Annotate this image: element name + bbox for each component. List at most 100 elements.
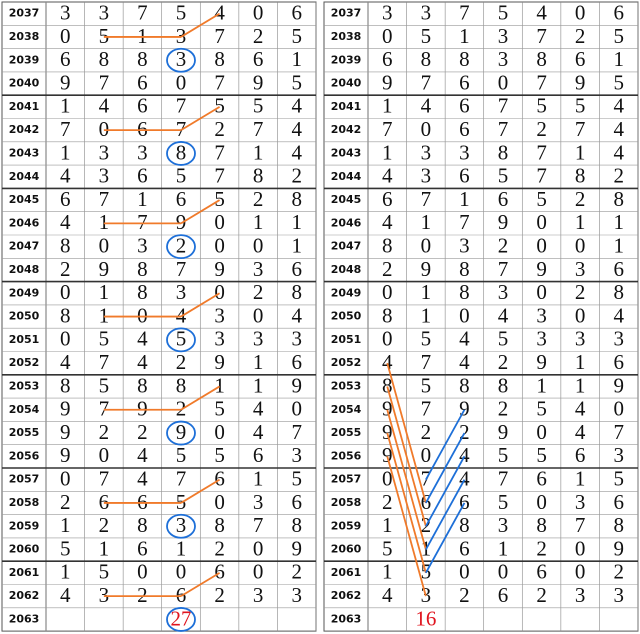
digit: 7 [421,70,432,94]
digit: 6 [253,443,264,467]
digit: 6 [459,117,470,141]
digit: 3 [498,513,509,537]
digit: 6 [382,187,393,211]
digit: 5 [99,24,110,48]
digit: 3 [575,583,586,607]
digit: 7 [137,0,148,24]
digit: 7 [99,70,110,94]
digit: 3 [498,47,509,71]
digit: 1 [291,233,302,257]
digit: 0 [536,280,547,304]
digit: 6 [575,443,586,467]
digit: 1 [253,210,264,234]
digit: 2 [291,560,302,584]
circle-mark [166,141,196,166]
digit: 5 [176,490,187,514]
digit: 8 [459,373,470,397]
digit: 2 [498,397,509,421]
digit: 6 [291,0,302,24]
digit: 4 [382,583,393,607]
digit: 1 [99,280,110,304]
digit: 8 [536,47,547,71]
period-id: 2052 [9,356,40,369]
digit: 1 [99,210,110,234]
digit: 0 [536,233,547,257]
period-id: 2046 [331,216,362,229]
digit: 7 [498,466,509,490]
digit: 2 [575,187,586,211]
period-id: 2050 [9,310,40,323]
digit: 0 [421,233,432,257]
digit: 3 [613,443,624,467]
digit: 3 [60,0,71,24]
circle-mark [166,513,196,539]
digit: 8 [613,280,624,304]
digit: 6 [291,350,302,374]
digit: 5 [613,70,624,94]
period-id: 2055 [9,426,40,439]
digit: 1 [382,513,393,537]
digit: 0 [60,466,71,490]
digit: 1 [575,373,586,397]
digit: 2 [575,280,586,304]
digit: 4 [253,397,264,421]
digit: 5 [498,0,509,24]
digit: 9 [536,350,547,374]
period-id: 2053 [331,379,362,392]
digit: 5 [60,536,71,560]
digit: 5 [536,443,547,467]
digit: 7 [253,513,264,537]
digit: 2 [60,490,71,514]
digit: 0 [291,397,302,421]
digit: 8 [382,233,393,257]
digit: 3 [575,257,586,281]
digit: 1 [60,94,71,118]
digit: 5 [176,327,187,351]
period-id: 2049 [9,286,40,299]
digit: 3 [253,327,264,351]
period-id: 2037 [9,7,40,20]
digit: 7 [459,210,470,234]
digit: 5 [214,187,225,211]
digit: 7 [421,187,432,211]
digit: 2 [459,420,470,444]
digit: 4 [382,350,393,374]
digit: 2 [99,513,110,537]
digit: 7 [214,164,225,188]
digit: 9 [382,443,393,467]
digit: 1 [421,303,432,327]
digit: 8 [382,303,393,327]
digit: 6 [176,187,187,211]
period-id: 2038 [331,30,362,43]
digit: 2 [214,536,225,560]
digit: 7 [214,24,225,48]
digit: 5 [498,164,509,188]
digit: 4 [137,327,148,351]
trend-line [180,292,221,318]
period-id: 2046 [9,216,40,229]
digit: 5 [613,24,624,48]
digit: 1 [459,24,470,48]
digit: 6 [137,117,148,141]
digit: 9 [575,70,586,94]
digit: 2 [99,420,110,444]
period-id: 2063 [331,612,362,625]
digit: 1 [382,94,393,118]
digit: 4 [99,94,110,118]
period-id: 2047 [9,240,40,253]
digit: 6 [137,490,148,514]
period-id: 2039 [9,53,40,66]
digit: 4 [459,350,470,374]
digit: 2 [137,420,148,444]
period-id: 2055 [331,426,362,439]
digit: 3 [253,490,264,514]
digit: 4 [60,350,71,374]
digit: 2 [253,187,264,211]
trend-line [425,479,466,550]
digit: 2 [498,350,509,374]
trend-line [180,385,221,411]
digit: 4 [382,210,393,234]
digit: 0 [253,536,264,560]
digit: 2 [382,257,393,281]
digit: 1 [575,210,586,234]
